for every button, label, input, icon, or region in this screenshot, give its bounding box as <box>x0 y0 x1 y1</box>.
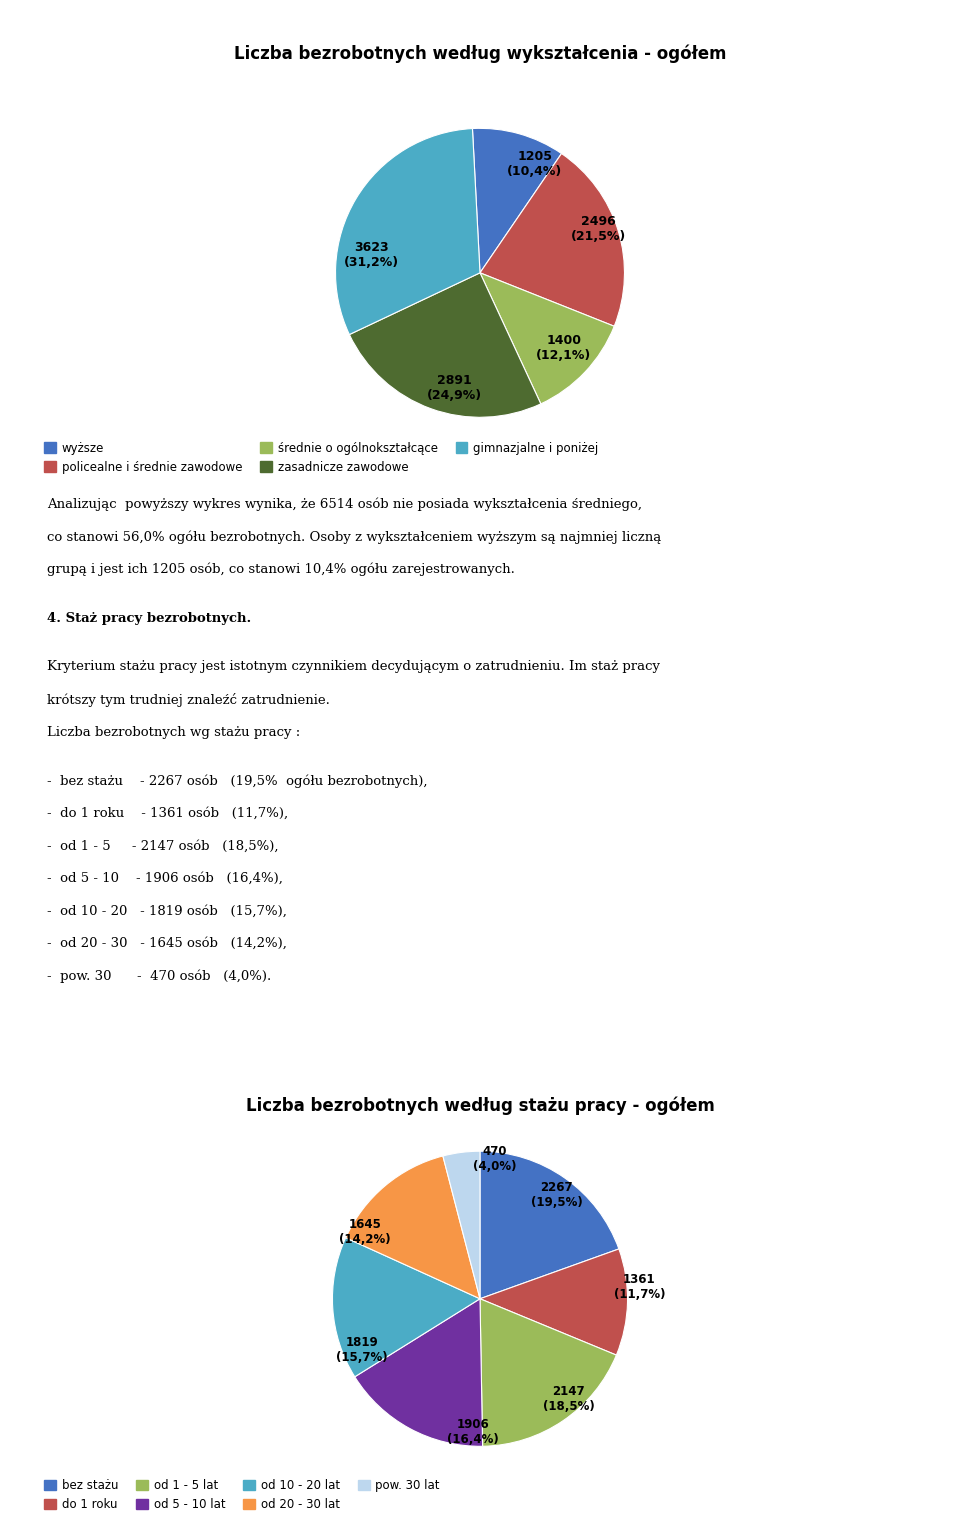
Text: -  od 1 - 5     - 2147 osób   (18,5%),: - od 1 - 5 - 2147 osób (18,5%), <box>47 839 278 853</box>
Text: Liczba bezrobotnych według stażu pracy - ogółem: Liczba bezrobotnych według stażu pracy -… <box>246 1097 714 1116</box>
Text: Liczba bezrobotnych według wykształcenia - ogółem: Liczba bezrobotnych według wykształcenia… <box>233 45 727 63</box>
Text: -  od 5 - 10    - 1906 osób   (16,4%),: - od 5 - 10 - 1906 osób (16,4%), <box>47 871 283 885</box>
Wedge shape <box>480 1151 619 1299</box>
Text: 1400
(12,1%): 1400 (12,1%) <box>537 334 591 361</box>
Text: -  pow. 30      -  470 osób   (4,0%).: - pow. 30 - 470 osób (4,0%). <box>47 970 272 984</box>
Wedge shape <box>346 1156 480 1299</box>
Text: 3623
(31,2%): 3623 (31,2%) <box>344 241 399 269</box>
Wedge shape <box>349 272 540 417</box>
Text: 2891
(24,9%): 2891 (24,9%) <box>426 375 482 403</box>
Text: -  do 1 roku    - 1361 osób   (11,7%),: - do 1 roku - 1361 osób (11,7%), <box>47 807 288 819</box>
Text: Kryterium stażu pracy jest istotnym czynnikiem decydującym o zatrudnieniu. Im st: Kryterium stażu pracy jest istotnym czyn… <box>47 661 660 673</box>
Text: -  od 10 - 20   - 1819 osób   (15,7%),: - od 10 - 20 - 1819 osób (15,7%), <box>47 905 287 918</box>
Wedge shape <box>443 1151 480 1299</box>
Legend: wyższe, policealne i średnie zawodowe, średnie o ogólnokształcące, zasadnicze za: wyższe, policealne i średnie zawodowe, ś… <box>39 437 603 478</box>
Wedge shape <box>480 154 624 326</box>
Text: 1205
(10,4%): 1205 (10,4%) <box>507 151 563 178</box>
Text: 1645
(14,2%): 1645 (14,2%) <box>339 1219 391 1247</box>
Text: grupą i jest ich 1205 osób, co stanowi 10,4% ogółu zarejestrowanych.: grupą i jest ich 1205 osób, co stanowi 1… <box>47 563 515 576</box>
Text: -  od 20 - 30   - 1645 osób   (14,2%),: - od 20 - 30 - 1645 osób (14,2%), <box>47 938 287 950</box>
Wedge shape <box>332 1237 480 1377</box>
Wedge shape <box>355 1299 483 1446</box>
Text: 1906
(16,4%): 1906 (16,4%) <box>446 1417 498 1446</box>
Legend: bez stażu, do 1 roku, od 1 - 5 lat, od 5 - 10 lat, od 10 - 20 lat, od 20 - 30 la: bez stażu, do 1 roku, od 1 - 5 lat, od 5… <box>39 1474 444 1515</box>
Text: 2267
(19,5%): 2267 (19,5%) <box>531 1182 583 1210</box>
Text: 4. Staż pracy bezrobotnych.: 4. Staż pracy bezrobotnych. <box>47 612 252 624</box>
Text: 2496
(21,5%): 2496 (21,5%) <box>571 215 626 243</box>
Text: 1819
(15,7%): 1819 (15,7%) <box>336 1336 388 1365</box>
Text: -  bez stażu    - 2267 osób   (19,5%  ogółu bezrobotnych),: - bez stażu - 2267 osób (19,5% ogółu bez… <box>47 775 427 788</box>
Text: Analizując  powyższy wykres wynika, że 6514 osób nie posiada wykształcenia średn: Analizując powyższy wykres wynika, że 65… <box>47 498 642 512</box>
Text: 470
(4,0%): 470 (4,0%) <box>473 1145 516 1173</box>
Text: co stanowi 56,0% ogółu bezrobotnych. Osoby z wykształceniem wyższym są najmniej : co stanowi 56,0% ogółu bezrobotnych. Oso… <box>47 530 661 544</box>
Text: krótszy tym trudniej znaleźć zatrudnienie.: krótszy tym trudniej znaleźć zatrudnieni… <box>47 693 330 707</box>
Text: Liczba bezrobotnych wg stażu pracy :: Liczba bezrobotnych wg stażu pracy : <box>47 725 300 739</box>
Wedge shape <box>336 129 480 335</box>
Wedge shape <box>480 1250 628 1356</box>
Wedge shape <box>472 129 562 272</box>
Wedge shape <box>480 272 614 404</box>
Wedge shape <box>480 1299 616 1446</box>
Text: 2147
(18,5%): 2147 (18,5%) <box>542 1385 594 1413</box>
Text: 1361
(11,7%): 1361 (11,7%) <box>613 1273 665 1300</box>
